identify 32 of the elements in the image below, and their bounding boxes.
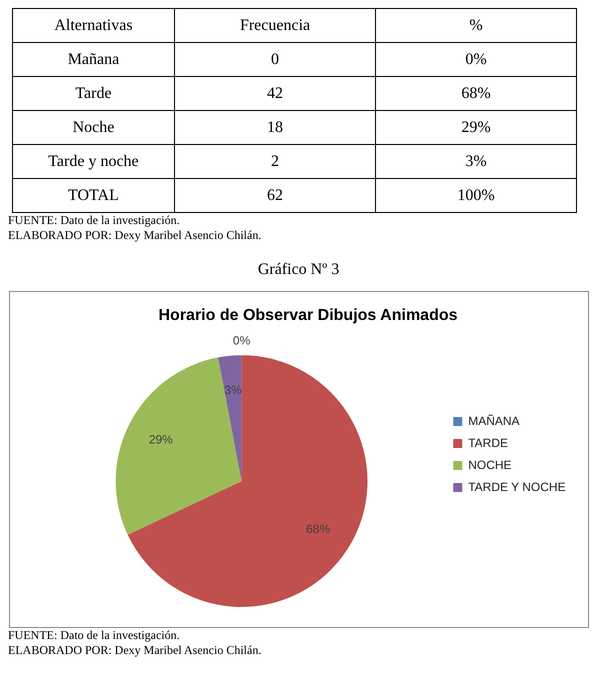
text: 62 [174, 178, 376, 212]
legend-label: TARDE Y NOCHE [468, 480, 566, 494]
legend-label: TARDE [468, 436, 508, 450]
text: 68% [376, 76, 576, 110]
text: 0% [376, 42, 576, 76]
source-note: FUENTE: Dato de la investigación. [8, 213, 181, 228]
text: % [376, 8, 576, 42]
text: 42 [174, 76, 376, 110]
text: 0% [232, 334, 250, 348]
data-label: 29% [148, 432, 174, 446]
chart-title: Horario de Observar Dibujos Animados [158, 307, 458, 324]
text: Gráfico Nº 3 [256, 261, 340, 279]
text: Mañana [12, 42, 174, 76]
text: 29% [376, 110, 576, 144]
text: 3% [376, 144, 576, 178]
source-note: FUENTE: Dato de la investigación. [8, 628, 181, 643]
text: Frecuencia [174, 8, 376, 42]
text: Tarde [12, 76, 174, 110]
text: 100% [376, 178, 576, 212]
text: 0 [174, 42, 376, 76]
legend-label: MAÑANA [468, 414, 520, 428]
text: 18 [174, 110, 376, 144]
text: ELABORADO POR: Dexy Maribel Asencio Chilán. [8, 643, 262, 658]
text: TOTAL [12, 178, 174, 212]
text: Alternativas [12, 8, 174, 42]
legend-label: NOCHE [468, 458, 512, 472]
text: 2 [174, 144, 376, 178]
data-label: 68% [306, 522, 330, 536]
data-label: 3% [224, 383, 242, 398]
text: ELABORADO POR: Dexy Maribel Asencio Chilán. [8, 228, 262, 243]
text: Tarde y noche [12, 144, 174, 178]
text: Noche [12, 110, 174, 144]
